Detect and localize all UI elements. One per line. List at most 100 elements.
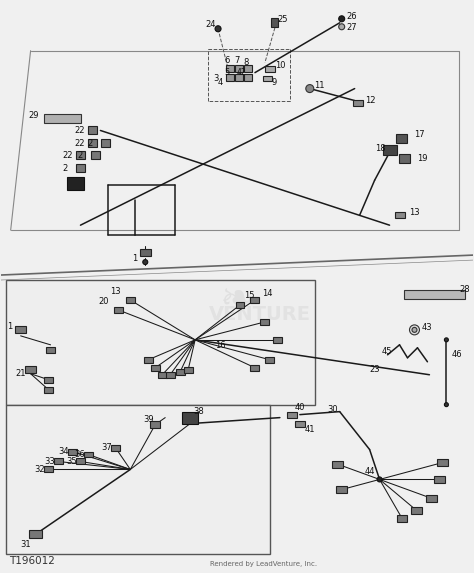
Bar [411, 507, 422, 513]
Text: 15: 15 [244, 292, 255, 300]
Text: 37: 37 [101, 443, 112, 452]
Circle shape [306, 85, 314, 93]
Text: 22: 22 [74, 139, 85, 148]
Text: 27: 27 [346, 23, 357, 32]
Bar [265, 357, 274, 363]
Text: 4: 4 [218, 78, 223, 87]
Text: 18: 18 [374, 144, 385, 153]
Bar [114, 307, 123, 313]
Bar [84, 452, 93, 457]
Text: 26: 26 [346, 12, 357, 21]
Text: 31: 31 [21, 540, 31, 549]
Circle shape [445, 403, 448, 407]
Bar [101, 139, 110, 147]
Bar [150, 421, 160, 428]
Bar [226, 74, 234, 81]
Text: 28: 28 [459, 285, 470, 295]
Text: 17: 17 [414, 130, 425, 139]
Bar [183, 367, 192, 373]
Bar [265, 66, 275, 72]
Text: 35: 35 [66, 457, 77, 466]
Bar [397, 515, 408, 522]
Bar [126, 297, 135, 303]
Bar [182, 411, 198, 423]
Text: 13: 13 [110, 288, 121, 296]
Bar [235, 65, 243, 72]
Text: 19: 19 [418, 154, 428, 163]
Text: 32: 32 [35, 465, 45, 474]
Bar [434, 476, 445, 483]
Bar [158, 372, 167, 378]
Text: 11: 11 [314, 81, 324, 90]
Text: 24: 24 [205, 20, 216, 29]
Bar [272, 18, 278, 28]
Bar [394, 212, 404, 218]
Text: 9: 9 [272, 78, 277, 87]
Text: 21: 21 [16, 369, 26, 378]
Bar [244, 74, 252, 81]
Bar [332, 461, 343, 468]
Bar [25, 366, 36, 373]
Circle shape [377, 477, 382, 482]
Bar [426, 494, 437, 502]
Bar [287, 411, 297, 418]
Text: 10: 10 [275, 61, 285, 70]
Text: 46: 46 [451, 350, 462, 359]
Text: 36: 36 [74, 450, 85, 459]
Text: 2: 2 [77, 151, 83, 160]
Text: 1: 1 [7, 323, 12, 331]
Bar [44, 113, 82, 123]
Text: 33: 33 [45, 457, 55, 466]
Bar [111, 445, 120, 450]
Bar [235, 74, 243, 81]
Text: 8: 8 [243, 58, 248, 67]
Bar [88, 139, 97, 147]
Circle shape [215, 26, 221, 32]
Bar [46, 347, 55, 353]
Text: 2: 2 [63, 164, 68, 173]
Bar [403, 291, 465, 300]
Bar [236, 302, 245, 308]
Text: T196012: T196012 [9, 556, 55, 566]
Bar [144, 357, 153, 363]
Bar [44, 376, 53, 383]
Text: ❧: ❧ [219, 279, 255, 321]
Text: 40: 40 [295, 403, 305, 412]
Text: 25: 25 [278, 15, 288, 24]
Text: 38: 38 [193, 407, 204, 416]
Bar [6, 405, 270, 554]
Text: 43: 43 [421, 323, 432, 332]
Bar [166, 372, 175, 378]
Bar [29, 530, 42, 538]
Text: 7: 7 [234, 56, 239, 65]
Bar [295, 421, 305, 426]
Text: 45: 45 [382, 347, 392, 356]
Bar [44, 466, 53, 473]
Bar [353, 100, 363, 105]
Text: 42: 42 [237, 68, 246, 77]
Circle shape [339, 16, 345, 22]
Bar [68, 449, 77, 454]
Text: 12: 12 [365, 96, 375, 105]
Bar [151, 365, 160, 371]
Bar [6, 280, 315, 405]
Text: 6: 6 [224, 56, 229, 65]
Text: 13: 13 [410, 208, 420, 217]
Bar [383, 146, 397, 155]
Text: 30: 30 [328, 405, 338, 414]
Bar [176, 369, 185, 375]
Circle shape [410, 325, 419, 335]
Text: 1: 1 [132, 254, 137, 262]
Text: 5: 5 [224, 68, 229, 77]
Bar [15, 327, 26, 333]
Bar [250, 297, 259, 303]
Bar [91, 151, 100, 159]
Circle shape [339, 23, 345, 30]
Text: 14: 14 [262, 289, 273, 299]
Circle shape [412, 327, 417, 332]
Text: 22: 22 [63, 151, 73, 160]
Bar [44, 387, 53, 393]
Text: 3: 3 [213, 74, 219, 83]
Bar [260, 319, 269, 325]
Text: 41: 41 [305, 425, 315, 434]
